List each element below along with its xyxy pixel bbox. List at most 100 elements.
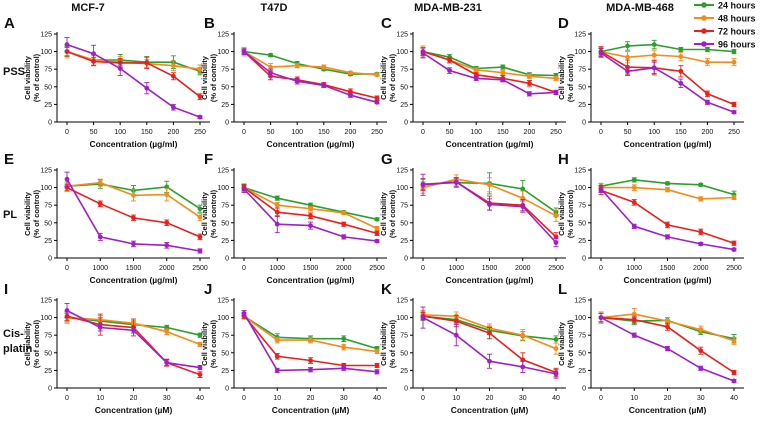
data-point — [131, 327, 136, 333]
y-tick-label: 125 — [574, 298, 586, 305]
data-point — [64, 176, 70, 182]
y-axis-label-line: Cell viability — [379, 55, 388, 100]
y-tick-label: 125 — [396, 32, 408, 39]
data-point — [374, 99, 380, 105]
column-title: MCF-7 — [71, 2, 105, 14]
data-point — [131, 241, 136, 247]
data-point — [731, 338, 737, 344]
data-point — [447, 57, 452, 63]
y-tick-label: 75 — [44, 333, 52, 340]
x-axis-label: Concentration (µM) — [629, 405, 707, 415]
x-tick-label: 150 — [675, 129, 687, 136]
y-axis-label-line: (% of control) — [388, 189, 397, 238]
data-point — [374, 348, 380, 354]
y-axis-label: Cell viability(% of control) — [557, 189, 575, 238]
y-tick-label: 100 — [217, 185, 229, 192]
series-line — [243, 50, 378, 104]
y-tick-label: 125 — [574, 32, 586, 39]
y-tick-label: 50 — [44, 84, 52, 91]
y-tick-label: 75 — [44, 67, 52, 74]
data-point — [731, 370, 737, 375]
x-tick-label: 200 — [702, 129, 714, 136]
data-point — [321, 82, 327, 88]
y-axis-label-line: (% of control) — [566, 53, 575, 102]
series-line — [66, 43, 201, 118]
y-axis-label: Cell viability(% of control) — [23, 319, 41, 368]
data-point — [348, 70, 353, 76]
data-point — [665, 234, 670, 240]
y-tick-label: 75 — [400, 333, 408, 340]
data-point — [553, 240, 559, 245]
data-point — [197, 214, 203, 220]
data-point — [197, 114, 203, 120]
x-tick-label: 0 — [421, 129, 425, 136]
data-point — [131, 192, 136, 198]
x-axis-label: Concentration (µg/ml) — [623, 275, 711, 285]
legend-marker — [701, 41, 707, 47]
series-line — [600, 43, 735, 53]
legend-marker — [701, 15, 707, 21]
x-tick-label: 250 — [728, 129, 740, 136]
x-tick-label: 30 — [519, 395, 527, 402]
data-point — [731, 240, 737, 246]
y-tick-label: 125 — [396, 168, 408, 175]
data-point — [374, 95, 380, 101]
series-96-hours — [64, 37, 203, 120]
data-point — [631, 311, 637, 317]
y-axis-label-line: (% of control) — [566, 189, 575, 238]
y-axis-label-line: Cell viability — [379, 191, 388, 236]
data-point — [164, 360, 170, 366]
data-point — [308, 337, 313, 343]
data-point — [97, 234, 103, 240]
y-tick-label: 75 — [400, 203, 408, 210]
data-point — [197, 206, 203, 212]
data-point — [241, 310, 247, 316]
x-axis-label: Concentration (µg/ml) — [266, 139, 354, 149]
y-tick-label: 100 — [574, 315, 586, 322]
data-point — [625, 54, 630, 60]
y-tick-label: 0 — [225, 256, 229, 263]
data-point — [651, 42, 657, 47]
x-tick-label: 0 — [242, 395, 246, 402]
y-axis-label: Cell viability(% of control) — [557, 53, 575, 102]
data-point — [500, 70, 506, 76]
y-tick-label: 25 — [578, 238, 586, 245]
x-tick-label: 100 — [291, 129, 303, 136]
y-axis-label: Cell viability(% of control) — [557, 319, 575, 368]
y-tick-label: 50 — [221, 350, 229, 357]
y-tick-label: 0 — [225, 120, 229, 127]
data-point — [453, 179, 459, 185]
data-point — [97, 201, 103, 207]
data-point — [698, 348, 704, 354]
y-tick-label: 125 — [217, 298, 229, 305]
y-tick-label: 75 — [221, 67, 229, 74]
y-axis-label-line: Cell viability — [23, 321, 32, 366]
y-tick-label: 0 — [48, 120, 52, 127]
series-line — [243, 50, 378, 76]
data-point — [553, 346, 559, 351]
y-tick-label: 50 — [578, 84, 586, 91]
y-axis-label: Cell viability(% of control) — [200, 189, 218, 238]
y-axis-label-line: Cell viability — [200, 55, 209, 100]
y-tick-label: 100 — [40, 315, 52, 322]
data-point — [698, 182, 704, 188]
panel-letter: G — [381, 151, 393, 168]
chart-panel-B: B 0 25 50 75 100 125 0 50 100 150 200 250 Cell viabil… — [200, 15, 387, 149]
data-point — [268, 70, 273, 76]
data-point — [171, 73, 176, 79]
data-point — [598, 315, 604, 320]
y-tick-label: 100 — [396, 49, 408, 56]
y-tick-label: 50 — [578, 350, 586, 357]
data-point — [651, 52, 657, 58]
panel-letter: H — [558, 151, 569, 168]
x-tick-label: 0 — [421, 395, 425, 402]
panel-letter: K — [381, 281, 392, 298]
series-96-hours — [420, 47, 559, 97]
data-point — [197, 332, 203, 338]
data-point — [420, 182, 426, 188]
x-tick-label: 2500 — [369, 265, 385, 272]
chart-panel-A: A 0 25 50 75 100 125 0 50 100 150 200 250 Cell viabil… — [4, 15, 210, 149]
x-tick-label: 0 — [421, 265, 425, 272]
data-point — [731, 109, 737, 115]
